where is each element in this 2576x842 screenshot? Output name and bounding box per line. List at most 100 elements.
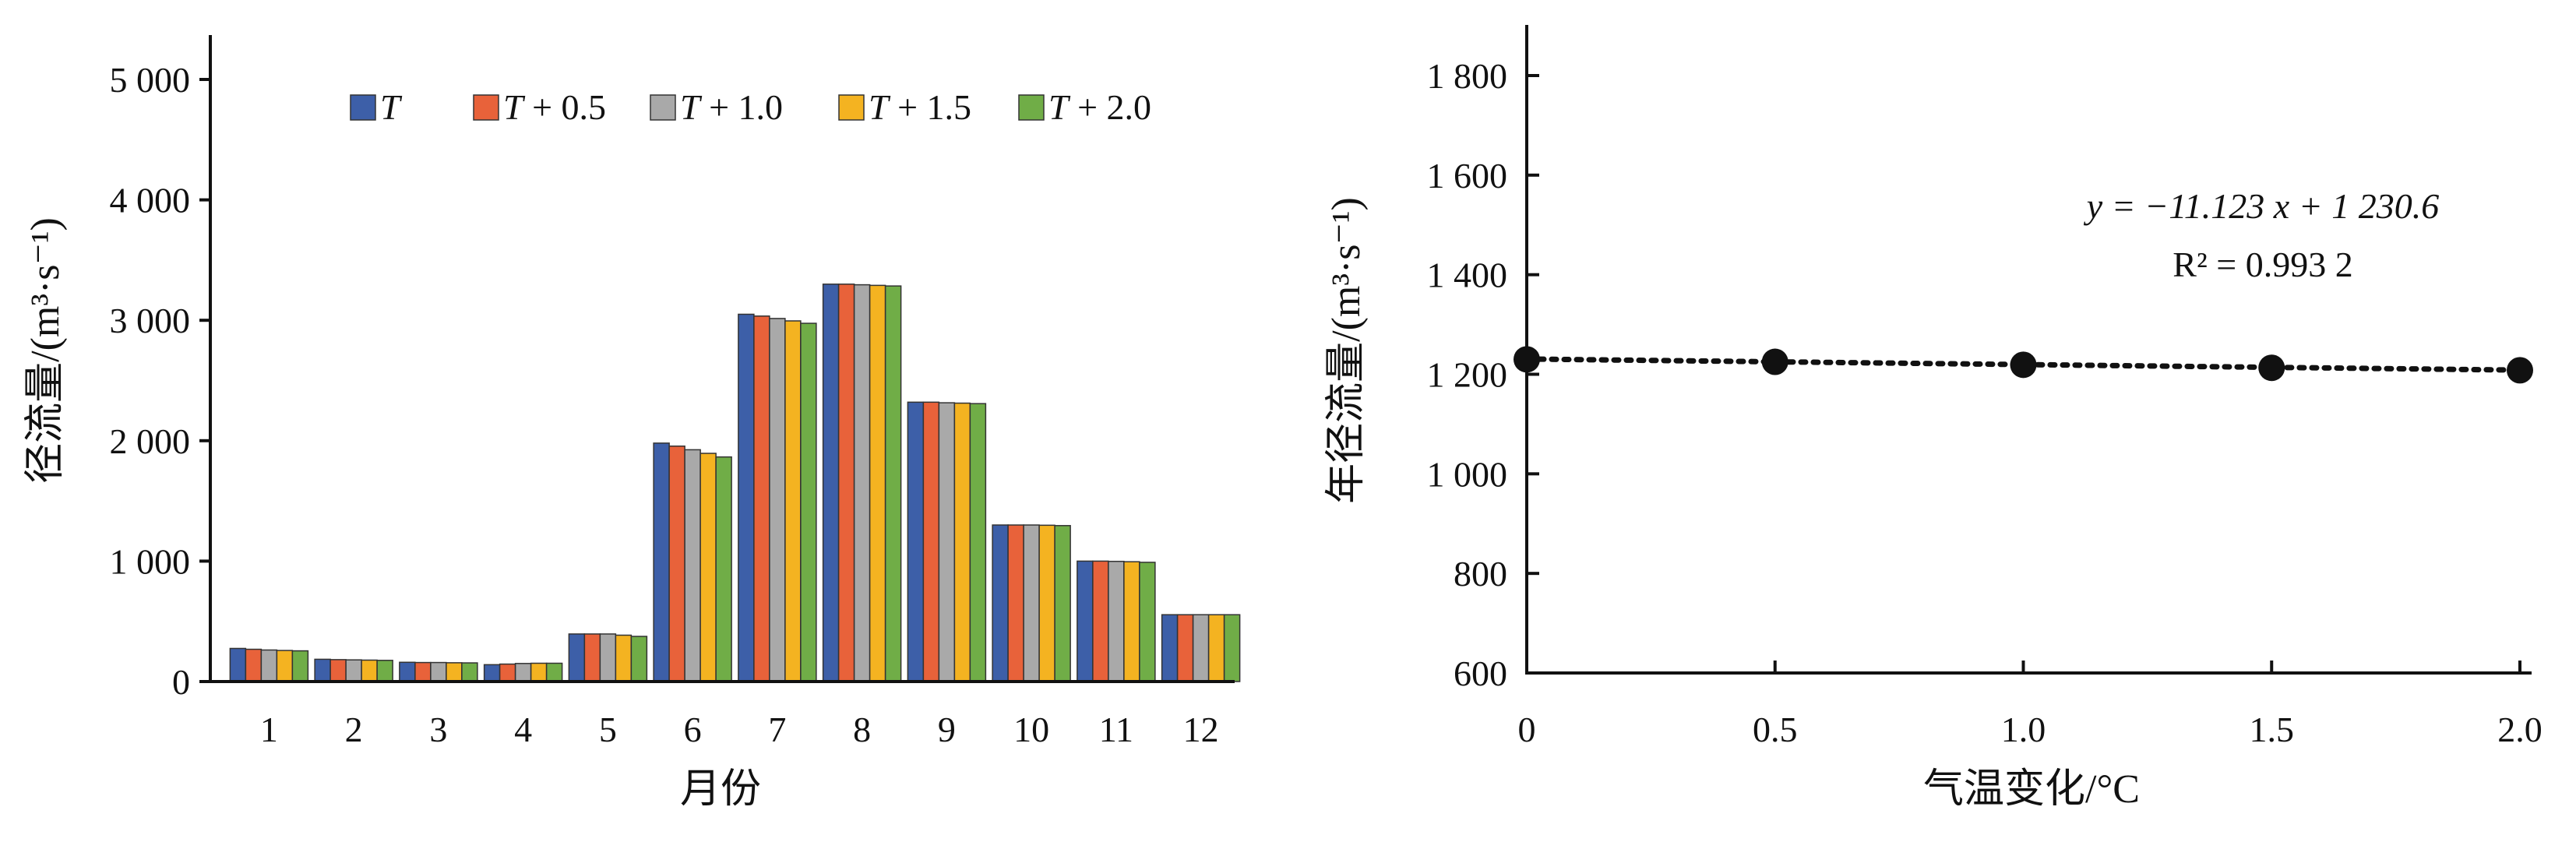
bar-month-10-series-5 — [1054, 525, 1071, 682]
scatter-points — [1514, 346, 2533, 384]
legend-label-5: T + 2.0 — [1048, 87, 1151, 127]
left-x-tick-label: 9 — [938, 710, 956, 749]
left-x-tick-label: 3 — [429, 710, 447, 749]
bar-month-3-series-5 — [461, 662, 478, 682]
left-x-tick-label: 7 — [768, 710, 786, 749]
right-y-tick-label: 800 — [1454, 554, 1507, 594]
bar-month-2-series-3 — [345, 659, 362, 682]
bar-month-9-series-5 — [969, 403, 987, 682]
left-x-tick-label: 8 — [853, 710, 871, 749]
legend-swatch-3 — [650, 94, 676, 121]
bar-month-1-series-2 — [245, 648, 263, 682]
bar-month-9-series-1 — [907, 401, 925, 682]
bar-month-4-series-5 — [545, 662, 563, 682]
bar-month-4-series-2 — [499, 663, 516, 682]
right-x-tick-label: 0.5 — [1753, 710, 1798, 749]
bar-month-6-series-3 — [684, 449, 701, 682]
bar-month-7-series-5 — [800, 322, 817, 682]
bar-month-6-series-1 — [653, 442, 670, 682]
left-y-tick-label: 0 — [172, 662, 190, 702]
bar-month-12-series-1 — [1161, 614, 1179, 682]
right-y-tick-label: 1 400 — [1427, 255, 1508, 295]
r-squared-label: R² = 0.993 2 — [2173, 245, 2352, 284]
right-y-tick-label: 600 — [1454, 654, 1507, 693]
left-y-tick-label: 4 000 — [110, 181, 191, 220]
right-y-axis-title: 年径流量/(m³·s⁻¹) — [1324, 197, 1369, 504]
bar-month-12-series-3 — [1192, 614, 1210, 682]
bar-month-9-series-4 — [953, 402, 971, 682]
bar-month-5-series-2 — [583, 633, 601, 682]
left-x-tick-label: 10 — [1013, 710, 1049, 749]
left-y-tick-label: 5 000 — [110, 60, 191, 100]
left-y-tick-label: 1 000 — [110, 541, 191, 581]
bar-month-10-series-2 — [1007, 524, 1024, 682]
right-y-tick-label: 1 000 — [1427, 454, 1508, 494]
bar-month-7-series-3 — [769, 318, 786, 682]
right-x-ticks: 0 0.5 1.0 1.5 2.0 — [1518, 661, 2543, 749]
bar-month-6-series-2 — [668, 446, 685, 682]
scatter-point — [1761, 348, 1788, 375]
bar-month-5-series-4 — [615, 634, 633, 682]
bar-month-11-series-4 — [1123, 561, 1140, 682]
bar-month-4-series-1 — [483, 664, 501, 682]
left-x-tick-label: 12 — [1183, 710, 1219, 749]
bar-month-6-series-5 — [715, 456, 732, 682]
bar-month-10-series-1 — [992, 524, 1009, 682]
bar-month-3-series-2 — [414, 661, 432, 682]
right-x-tick-label: 2.0 — [2497, 710, 2543, 749]
bar-month-3-series-3 — [430, 661, 447, 682]
left-y-tick-label: 3 000 — [110, 301, 191, 340]
legend-label-1: T — [380, 87, 403, 127]
left-x-tick-label: 1 — [260, 710, 278, 749]
bar-month-8-series-2 — [837, 284, 855, 682]
bar-month-2-series-1 — [314, 658, 331, 682]
left-y-ticks: 0 1 000 2 000 3 000 4 000 5 000 — [110, 60, 210, 702]
bar-month-12-series-2 — [1176, 614, 1194, 682]
left-y-axis-title: 径流量/(m³·s⁻¹) — [23, 217, 68, 484]
left-x-tick-label: 4 — [514, 710, 532, 749]
bar-month-10-series-3 — [1023, 524, 1040, 682]
left-x-axis-title: 月份 — [680, 767, 761, 812]
legend-label-2: T + 0.5 — [503, 87, 606, 127]
bar-month-11-series-2 — [1092, 560, 1109, 682]
scatter-point — [2258, 354, 2285, 382]
bar-month-7-series-4 — [784, 320, 802, 682]
bar-month-1-series-3 — [260, 649, 278, 682]
bar-month-7-series-1 — [738, 313, 755, 682]
bar-month-6-series-4 — [700, 453, 717, 682]
bar-month-8-series-4 — [869, 284, 886, 682]
legend-swatch-5 — [1018, 94, 1045, 121]
right-y-tick-label: 1 200 — [1427, 355, 1508, 395]
bar-month-12-series-4 — [1207, 614, 1225, 682]
legend-label-4: T + 1.5 — [869, 87, 971, 127]
bar-month-4-series-3 — [514, 663, 532, 682]
right-y-ticks: 600 800 1 000 1 200 1 400 1 600 1 800 — [1427, 56, 1539, 693]
left-x-tick-label: 2 — [345, 710, 363, 749]
left-legend: T T + 0.5 T + 1.0 T + 1.5 T + 2.0 — [350, 87, 1151, 127]
bar-month-3-series-4 — [446, 662, 463, 682]
left-x-tick-label: 11 — [1099, 710, 1133, 749]
bar-month-12-series-5 — [1223, 614, 1241, 682]
bar-month-4-series-4 — [530, 662, 548, 682]
bar-month-1-series-1 — [229, 647, 247, 682]
legend-swatch-1 — [350, 94, 376, 121]
bar-month-1-series-5 — [291, 650, 309, 682]
left-x-tick-label: 5 — [599, 710, 617, 749]
legend-label-3: T + 1.0 — [680, 87, 783, 127]
scatter-point — [1514, 346, 1540, 373]
bar-month-8-series-5 — [884, 285, 902, 682]
right-y-tick-label: 1 600 — [1427, 156, 1508, 196]
bar-month-7-series-2 — [753, 315, 770, 682]
annual-runoff-scatter-chart: 600 800 1 000 1 200 1 400 1 600 1 800 0 0.5 1.0 1… — [1324, 25, 2543, 812]
right-x-tick-label: 1.0 — [2001, 710, 2046, 749]
bar-month-9-series-2 — [922, 401, 940, 682]
bar-month-2-series-5 — [376, 660, 393, 682]
bar-month-2-series-2 — [329, 659, 347, 682]
regression-equation: y = −11.123 x + 1 230.6 — [2084, 186, 2440, 226]
bar-month-2-series-4 — [361, 659, 378, 682]
left-y-tick-label: 2 000 — [110, 421, 191, 461]
bar-month-10-series-4 — [1038, 524, 1055, 682]
bar-month-11-series-5 — [1139, 562, 1156, 682]
